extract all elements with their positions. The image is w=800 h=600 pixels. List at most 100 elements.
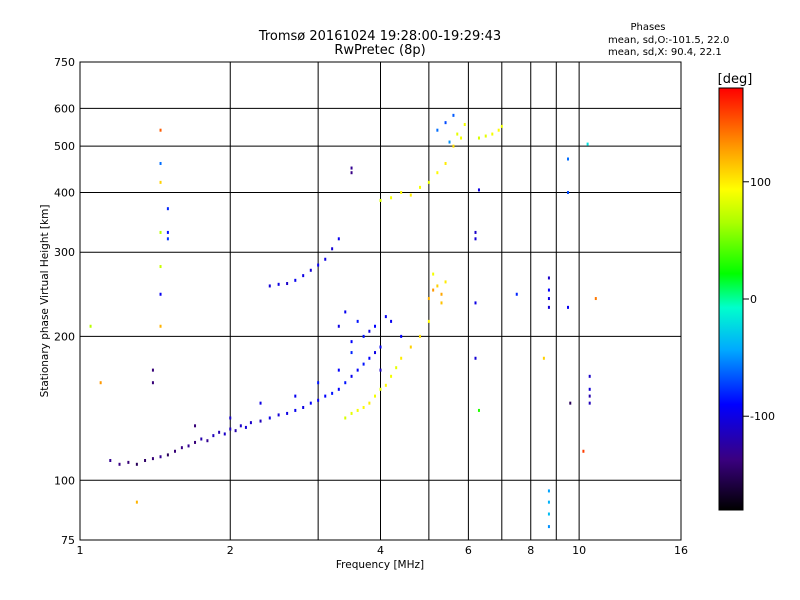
data-point <box>159 324 162 328</box>
data-point <box>515 292 518 296</box>
chart-subtitle: RwPretec (8p) <box>334 43 425 58</box>
data-point <box>491 132 494 136</box>
data-point <box>151 381 154 385</box>
data-point <box>173 449 176 453</box>
data-point <box>477 408 480 412</box>
data-point <box>159 265 162 269</box>
data-point <box>460 136 463 140</box>
data-point <box>324 257 327 261</box>
data-point <box>567 190 570 194</box>
data-point <box>151 368 154 372</box>
data-point <box>444 280 447 284</box>
data-point <box>244 425 247 429</box>
data-point <box>331 391 334 395</box>
data-point <box>374 351 377 355</box>
data-point <box>452 113 455 117</box>
data-point <box>135 500 138 504</box>
data-point <box>444 121 447 125</box>
data-point <box>436 171 439 175</box>
data-point <box>249 421 252 425</box>
colorbar-tick-label: 100 <box>750 176 771 189</box>
data-point <box>569 401 572 405</box>
data-point <box>567 157 570 161</box>
data-point <box>456 132 459 136</box>
y-tick-label: 200 <box>54 330 75 343</box>
data-point <box>440 292 443 296</box>
data-point <box>379 345 382 349</box>
data-point <box>159 180 162 184</box>
data-point <box>474 237 477 241</box>
data-point <box>362 405 365 409</box>
stats-line-o: mean, sd,O:-101.5, 22.0 <box>608 35 729 46</box>
data-point <box>229 416 232 420</box>
x-tick-label: 16 <box>674 544 688 557</box>
data-points <box>89 113 597 529</box>
y-tick-label: 500 <box>54 140 75 153</box>
data-point <box>317 381 320 385</box>
data-point <box>180 446 183 450</box>
x-tick-label: 6 <box>465 544 472 557</box>
data-point <box>477 188 480 192</box>
data-point <box>444 161 447 165</box>
data-point <box>400 334 403 338</box>
plot-frame <box>79 61 682 541</box>
data-point <box>474 230 477 234</box>
data-point <box>350 171 353 175</box>
data-point <box>384 315 387 319</box>
colorbar-tick-label: -100 <box>750 410 775 423</box>
data-point <box>368 356 371 360</box>
data-point <box>500 124 503 128</box>
data-point <box>356 319 359 323</box>
data-point <box>436 284 439 288</box>
data-point <box>159 161 162 165</box>
data-point <box>350 351 353 355</box>
data-point <box>144 458 147 462</box>
data-point <box>547 276 550 280</box>
stats-line-x: mean, sd,X: 90.4, 22.1 <box>608 47 722 58</box>
data-point <box>344 416 347 420</box>
data-point <box>324 394 327 398</box>
y-axis-label: Stationary phase Virtual Height [km] <box>39 205 51 398</box>
x-tick-labels: 1 2 4 6 8 10 16 <box>77 544 689 557</box>
data-point <box>206 439 209 443</box>
data-point <box>259 401 262 405</box>
data-point <box>89 324 92 328</box>
data-point <box>309 401 312 405</box>
data-point <box>159 292 162 296</box>
data-point <box>350 166 353 170</box>
data-point <box>427 297 430 301</box>
data-point <box>229 427 232 431</box>
data-point <box>400 356 403 360</box>
x-tick-label: 2 <box>227 544 234 557</box>
data-point <box>547 305 550 309</box>
data-point <box>166 207 169 211</box>
data-point <box>463 123 466 127</box>
data-point <box>294 394 297 398</box>
data-point <box>218 430 221 434</box>
data-point <box>547 297 550 301</box>
data-point <box>452 144 455 148</box>
data-point <box>294 278 297 282</box>
data-point <box>337 324 340 328</box>
data-point <box>118 462 121 466</box>
data-point <box>350 411 353 415</box>
data-point <box>337 368 340 372</box>
data-point <box>436 128 439 132</box>
data-point <box>368 401 371 405</box>
data-point <box>294 408 297 412</box>
data-point <box>409 193 412 197</box>
data-point <box>588 374 591 378</box>
data-point <box>356 368 359 372</box>
data-point <box>309 268 312 272</box>
data-point <box>166 237 169 241</box>
data-point <box>331 247 334 251</box>
data-point <box>109 458 112 462</box>
data-point <box>166 230 169 234</box>
data-point <box>194 424 197 428</box>
data-point <box>497 128 500 132</box>
data-point <box>302 274 305 278</box>
data-point <box>582 449 585 453</box>
data-point <box>268 416 271 420</box>
data-point <box>400 190 403 194</box>
